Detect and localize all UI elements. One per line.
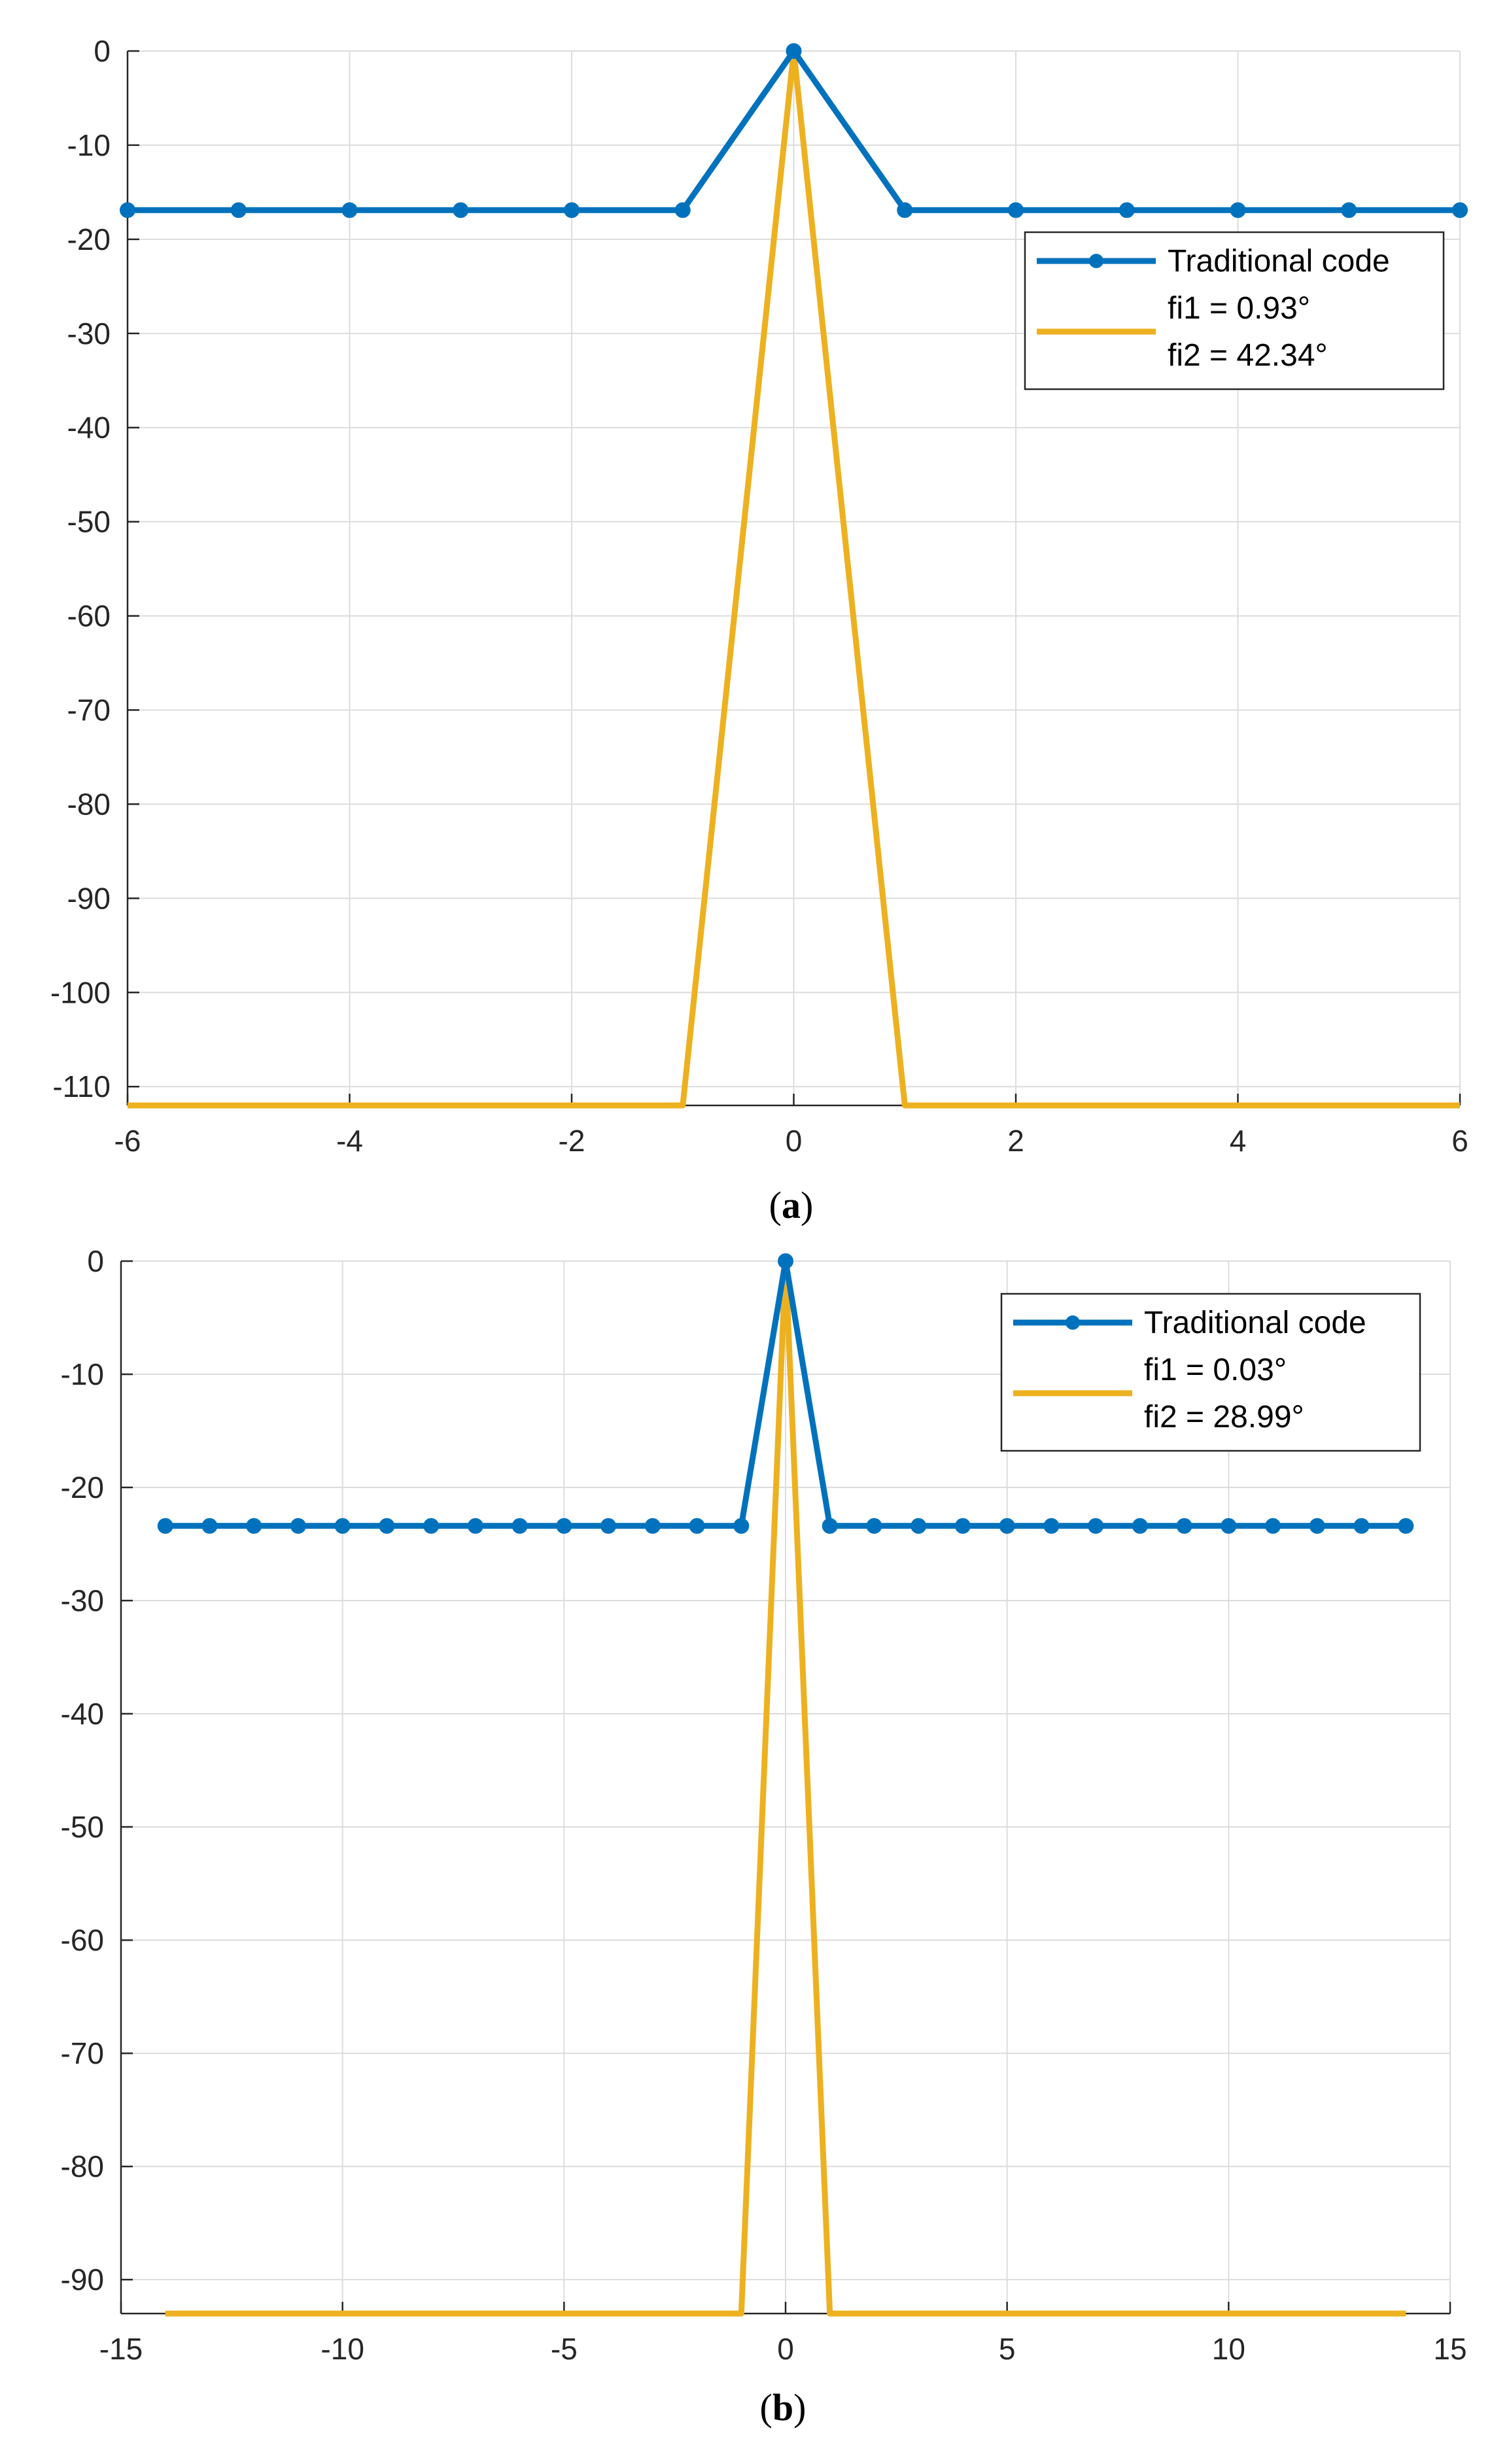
data-point <box>911 1518 927 1534</box>
data-point <box>157 1518 173 1534</box>
y-tick-label: -20 <box>67 222 111 256</box>
legend-marker <box>1066 1315 1080 1330</box>
legend-label-fi2: fi2 = 28.99° <box>1144 1400 1304 1434</box>
legend-label-traditional-code: Traditional code <box>1168 244 1390 279</box>
y-tick-label: -80 <box>67 787 111 821</box>
y-tick-label: -90 <box>67 881 111 915</box>
data-point <box>644 1518 661 1534</box>
caption-letter: b <box>772 2386 793 2429</box>
legend: Traditional code fi1 = 0.03° fi2 = 28.99° <box>1000 1293 1421 1452</box>
data-point <box>120 202 135 218</box>
data-point <box>689 1518 705 1534</box>
x-tick-label: -2 <box>559 1124 585 1158</box>
y-tick-label: -110 <box>52 1069 111 1103</box>
legend-label-fi2: fi2 = 42.34° <box>1168 338 1328 373</box>
y-tick-label: -10 <box>67 128 111 162</box>
data-point <box>600 1518 617 1534</box>
data-point <box>778 1253 793 1269</box>
y-tick-label: -10 <box>61 1357 104 1391</box>
data-point <box>1043 1518 1060 1534</box>
data-point <box>674 202 691 218</box>
data-point <box>334 1518 351 1534</box>
y-tick-label: -70 <box>61 2036 104 2070</box>
data-point <box>379 1518 395 1534</box>
data-point <box>866 1518 882 1534</box>
data-point <box>954 1518 971 1534</box>
y-tick-label: -30 <box>67 317 111 351</box>
y-tick-label: -50 <box>61 1810 104 1844</box>
legend-label-fi1: fi1 = 0.93° <box>1168 291 1310 326</box>
y-tick-label: -80 <box>61 2149 104 2183</box>
data-point <box>1452 202 1468 218</box>
x-tick-label: -5 <box>551 2332 578 2366</box>
caption-letter: a <box>782 1184 801 1226</box>
data-point <box>341 202 358 218</box>
data-point <box>1265 1518 1281 1534</box>
caption-paren-close: ) <box>801 1184 813 1226</box>
data-point <box>1341 202 1357 218</box>
data-point <box>1309 1518 1325 1534</box>
data-point <box>786 43 802 59</box>
x-tick-label: -6 <box>114 1124 141 1158</box>
y-tick-label: -60 <box>67 599 111 633</box>
data-point <box>467 1518 483 1534</box>
legend-marker <box>1089 254 1103 268</box>
y-tick-label: -70 <box>67 693 111 727</box>
data-point <box>1119 202 1135 218</box>
y-tick-label: -40 <box>61 1697 104 1731</box>
x-tick-label: -10 <box>321 2332 364 2366</box>
y-tick-label: 0 <box>87 1244 104 1278</box>
y-tick-label: -20 <box>61 1470 104 1504</box>
data-point <box>1398 1518 1414 1534</box>
data-point <box>897 202 913 218</box>
data-point <box>201 1518 218 1534</box>
panel-a: -6 -4 -2 0 2 4 60-10-20-30-40-50-60-70-80-90-1… <box>50 34 1468 1226</box>
data-point <box>290 1518 306 1534</box>
data-point <box>1221 1518 1237 1534</box>
legend: Traditional code fi1 = 0.93° fi2 = 42.34° <box>1024 231 1445 390</box>
data-point <box>1230 202 1246 218</box>
caption-paren-close: ) <box>793 2386 806 2429</box>
data-point <box>564 202 580 218</box>
panel-caption: (a) <box>769 1184 814 1226</box>
caption-paren-open: ( <box>760 2386 772 2429</box>
data-point <box>246 1518 262 1534</box>
x-tick-label: 4 <box>1230 1124 1247 1158</box>
x-tick-label: 2 <box>1007 1124 1024 1158</box>
data-point <box>1132 1518 1148 1534</box>
y-tick-label: -100 <box>50 975 111 1009</box>
y-tick-label: -60 <box>61 1923 104 1957</box>
data-point <box>453 202 469 218</box>
data-point <box>556 1518 572 1534</box>
x-tick-label: 6 <box>1451 1124 1468 1158</box>
y-tick-label: -50 <box>67 505 111 539</box>
x-tick-label: 15 <box>1433 2332 1466 2366</box>
data-point <box>1008 202 1024 218</box>
y-tick-label: -30 <box>61 1584 104 1618</box>
data-point <box>999 1518 1015 1534</box>
data-point <box>423 1518 440 1534</box>
caption-paren-open: ( <box>769 1184 782 1226</box>
data-point <box>1088 1518 1104 1534</box>
legend-label-fi1: fi1 = 0.03° <box>1144 1353 1287 1387</box>
legend-label-traditional-code: Traditional code <box>1144 1306 1366 1340</box>
data-point <box>230 202 247 218</box>
x-tick-label: 10 <box>1212 2332 1245 2366</box>
panel-caption: (b) <box>760 2386 807 2429</box>
data-point <box>822 1518 838 1534</box>
x-tick-label: -4 <box>336 1124 363 1158</box>
y-tick-label: -40 <box>67 411 111 445</box>
x-tick-label: 5 <box>999 2332 1016 2366</box>
panel-b: -15 -10 -5 0 5 10 150-10-20-30-40-50-60-70-80-… <box>61 1244 1467 2429</box>
data-point <box>1176 1518 1192 1534</box>
x-tick-label: 0 <box>786 1124 803 1158</box>
data-point <box>733 1518 750 1534</box>
data-point <box>1353 1518 1370 1534</box>
x-tick-label: -15 <box>99 2332 143 2366</box>
data-point <box>512 1518 528 1534</box>
y-tick-label: 0 <box>94 34 111 68</box>
x-tick-label: 0 <box>777 2332 794 2366</box>
y-tick-label: -90 <box>61 2263 104 2297</box>
